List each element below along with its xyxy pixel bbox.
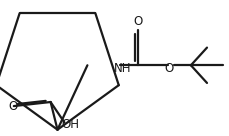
Text: NH: NH: [114, 61, 131, 75]
Text: O: O: [133, 15, 142, 28]
Text: O: O: [8, 100, 17, 113]
Text: O: O: [164, 61, 173, 75]
Text: OH: OH: [61, 118, 79, 131]
